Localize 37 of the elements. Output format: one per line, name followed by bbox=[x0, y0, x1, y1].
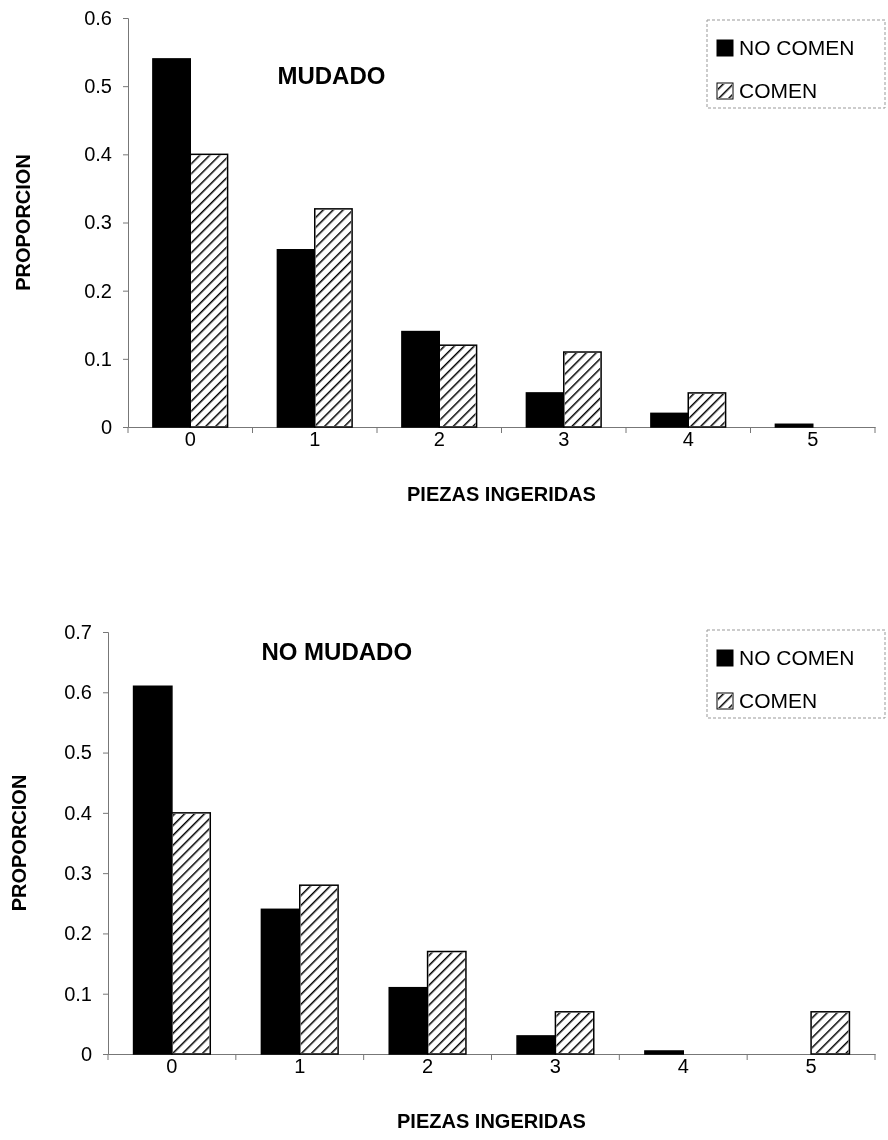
x-tick-label: 0 bbox=[184, 428, 196, 450]
y-tick-label: 0.1 bbox=[64, 982, 92, 1005]
x-tick-label: 5 bbox=[805, 1055, 817, 1077]
x-tick-label: 4 bbox=[682, 428, 694, 450]
text: MUDADO bbox=[277, 62, 386, 89]
x-axis-title: PIEZAS INGERIDAS bbox=[397, 1110, 586, 1132]
legend-label: COMEN bbox=[739, 689, 818, 712]
x-tick-label: 0 bbox=[166, 1055, 178, 1077]
y-tick-label: 0.2 bbox=[64, 922, 92, 945]
y-tick-label: 0.5 bbox=[84, 75, 112, 98]
x-tick-label: 1 bbox=[309, 428, 321, 450]
bar bbox=[774, 423, 814, 428]
bar bbox=[644, 1050, 684, 1055]
y-tick-label: 0.1 bbox=[84, 347, 112, 370]
x-tick-label: 2 bbox=[433, 428, 445, 450]
y-tick-label: 0.6 bbox=[64, 681, 92, 704]
legend-label: COMEN bbox=[739, 79, 818, 102]
legend-label: NO COMEN bbox=[739, 36, 855, 59]
y-tick-label: 0.5 bbox=[64, 741, 92, 764]
y-axis-title: PROPORCION bbox=[8, 774, 30, 912]
chart-title: NO MUDADO bbox=[261, 638, 413, 665]
y-tick-label: 0.4 bbox=[84, 143, 112, 166]
y-axis-title: PROPORCION bbox=[12, 154, 34, 291]
x-tick-label: 5 bbox=[807, 428, 819, 450]
x-axis-title: PIEZAS INGERIDAS bbox=[407, 483, 596, 505]
y-tick-label: 0.3 bbox=[84, 211, 112, 234]
x-tick-label: 4 bbox=[677, 1055, 689, 1077]
y-tick-label: 0.3 bbox=[64, 862, 92, 885]
legend-label: NO COMEN bbox=[739, 646, 855, 669]
y-tick-label: 0.6 bbox=[84, 6, 112, 29]
x-tick-label: 2 bbox=[422, 1055, 434, 1077]
x-tick-label: 3 bbox=[558, 428, 570, 450]
y-tick-label: 0.7 bbox=[64, 620, 92, 643]
x-tick-label: 1 bbox=[294, 1055, 306, 1077]
y-tick-label: 0.4 bbox=[64, 801, 92, 824]
x-tick-label: 3 bbox=[549, 1055, 561, 1077]
y-tick-label: 0.2 bbox=[84, 279, 112, 302]
